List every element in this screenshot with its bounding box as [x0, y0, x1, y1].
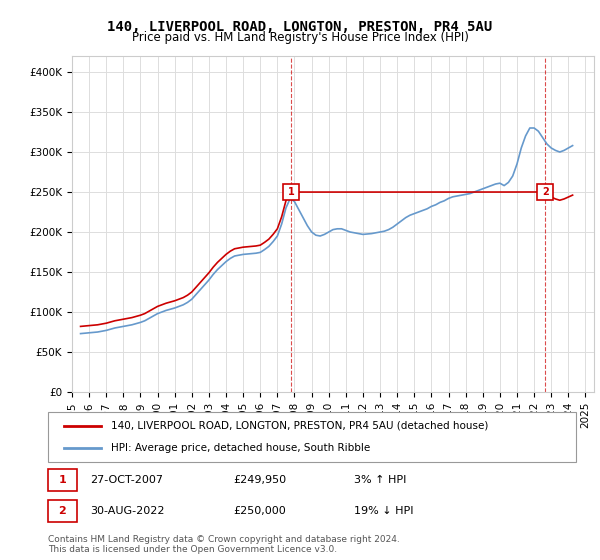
Text: 140, LIVERPOOL ROAD, LONGTON, PRESTON, PR4 5AU: 140, LIVERPOOL ROAD, LONGTON, PRESTON, P…	[107, 20, 493, 34]
FancyBboxPatch shape	[48, 412, 576, 462]
Text: £250,000: £250,000	[233, 506, 286, 516]
Text: 2: 2	[542, 187, 549, 197]
Text: Contains HM Land Registry data © Crown copyright and database right 2024.
This d: Contains HM Land Registry data © Crown c…	[48, 535, 400, 554]
FancyBboxPatch shape	[48, 500, 77, 522]
Text: 19% ↓ HPI: 19% ↓ HPI	[354, 506, 414, 516]
FancyBboxPatch shape	[48, 469, 77, 491]
Text: 3% ↑ HPI: 3% ↑ HPI	[354, 475, 407, 485]
Text: 27-OCT-2007: 27-OCT-2007	[90, 475, 163, 485]
Text: 1: 1	[58, 475, 66, 485]
Text: £249,950: £249,950	[233, 475, 286, 485]
Text: 140, LIVERPOOL ROAD, LONGTON, PRESTON, PR4 5AU (detached house): 140, LIVERPOOL ROAD, LONGTON, PRESTON, P…	[112, 421, 489, 431]
Text: 30-AUG-2022: 30-AUG-2022	[90, 506, 165, 516]
Text: 2: 2	[58, 506, 66, 516]
Text: HPI: Average price, detached house, South Ribble: HPI: Average price, detached house, Sout…	[112, 443, 371, 453]
Text: 1: 1	[288, 187, 295, 197]
Text: Price paid vs. HM Land Registry's House Price Index (HPI): Price paid vs. HM Land Registry's House …	[131, 31, 469, 44]
